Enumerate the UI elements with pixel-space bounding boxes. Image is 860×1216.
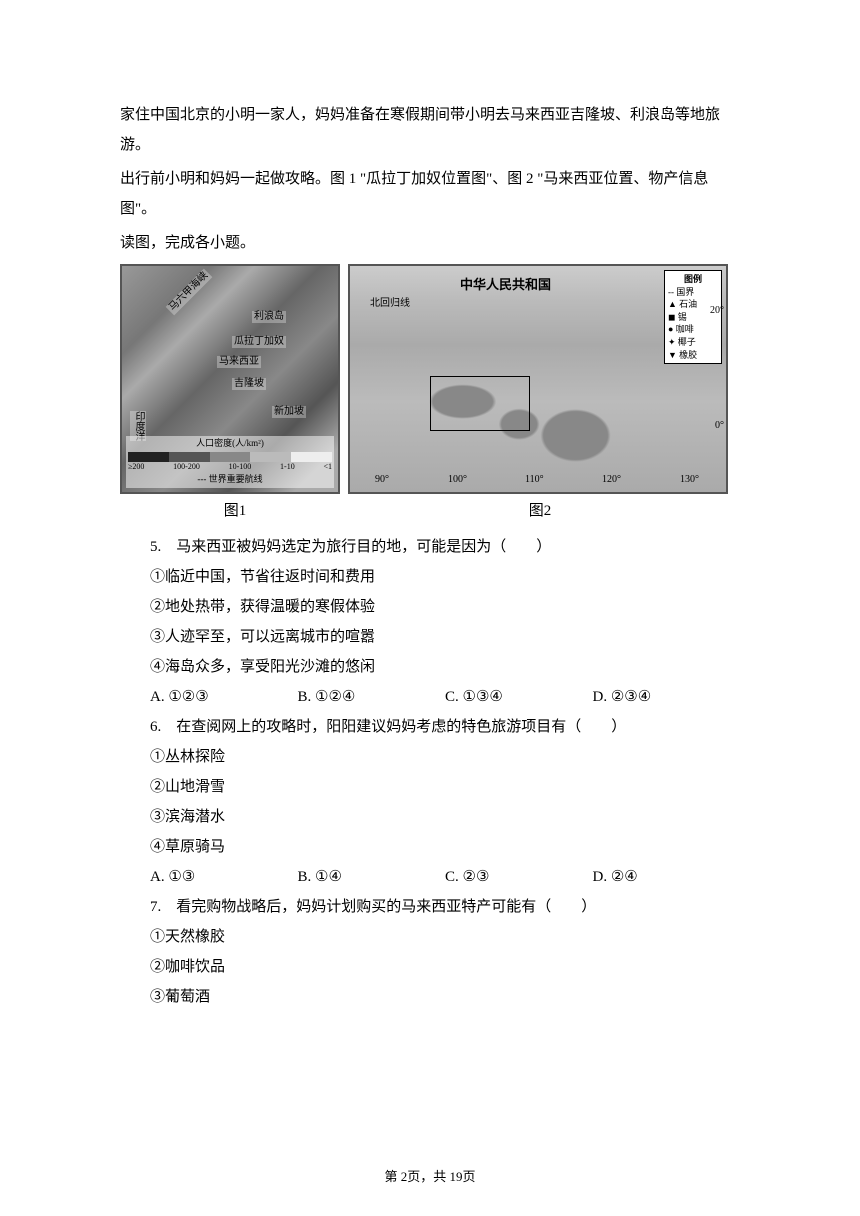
fig2-li-3: ● 咖啡	[668, 323, 718, 336]
fig1-malaysia: 马来西亚	[217, 356, 261, 368]
q5-stem: 5. 马来西亚被妈妈选定为旅行目的地，可能是因为（ ）	[150, 532, 740, 562]
fig1-density-ranges: ≥200 100-200 10-100 1-10 <1	[128, 462, 332, 472]
fig2-lat-0: 0°	[715, 416, 724, 436]
figure-captions: 图1 图2	[120, 496, 740, 526]
q5-opt-a[interactable]: A. ①②③	[150, 682, 298, 712]
figure-2-map: 中华人民共和国 北回归线 图例 -- 国界 ▲ 石油 ◼ 锡 ● 咖啡 ✦ 椰子…	[348, 264, 728, 494]
page-footer: 第 2页，共 19页	[0, 1164, 860, 1190]
fig2-lat-20: 20°	[710, 301, 724, 321]
fig1-density-bar	[128, 452, 332, 462]
q5-opt-c[interactable]: C. ①③④	[445, 682, 593, 712]
fig1-xinjiapo: 新加坡	[272, 406, 306, 418]
fig2-lon-130: 130°	[680, 470, 699, 490]
q6-opt-b[interactable]: B. ①④	[298, 862, 446, 892]
q6-opt-c[interactable]: C. ②③	[445, 862, 593, 892]
q5-opt-b[interactable]: B. ①②④	[298, 682, 446, 712]
fig2-lon-120: 120°	[602, 470, 621, 490]
fig2-legend-title: 图例	[668, 273, 718, 286]
q5-options: A. ①②③ B. ①②④ C. ①③④ D. ②③④	[150, 682, 740, 712]
fig2-lon-110: 110°	[525, 470, 544, 490]
fig2-li-0: -- 国界	[668, 286, 718, 299]
q7-stem: 7. 看完购物战略后，妈妈计划购买的马来西亚特产可能有（ ）	[150, 892, 740, 922]
q6-options: A. ①③ B. ①④ C. ②③ D. ②④	[150, 862, 740, 892]
q5-item-4: ④海岛众多，享受阳光沙滩的悠闲	[150, 652, 740, 682]
fig1-legend-title: 人口密度(人/km²)	[128, 438, 332, 450]
fig1-legend: 人口密度(人/km²) ≥200 100-200 10-100 1-10 <1 …	[126, 436, 334, 488]
figure-row: 利浪岛 瓜拉丁加奴 马来西亚 吉隆坡 新加坡 印度洋 马六甲海峡 人口密度(人/…	[120, 264, 740, 494]
figure-1-map: 利浪岛 瓜拉丁加奴 马来西亚 吉隆坡 新加坡 印度洋 马六甲海峡 人口密度(人/…	[120, 264, 340, 494]
q5-opt-d[interactable]: D. ②③④	[593, 682, 741, 712]
fig2-tropic: 北回归线	[370, 298, 410, 309]
fig1-caption: 图1	[120, 496, 350, 526]
fig1-jilongpo: 吉隆坡	[232, 378, 266, 390]
fig2-caption: 图2	[350, 496, 730, 526]
fig2-lon-90: 90°	[375, 470, 389, 490]
intro-line-3: 读图，完成各小题。	[120, 228, 740, 258]
fig2-lon-100: 100°	[448, 470, 467, 490]
q6-opt-a[interactable]: A. ①③	[150, 862, 298, 892]
q6-item-2: ②山地滑雪	[150, 772, 740, 802]
fig1-maliujia: 马六甲海峡	[166, 269, 213, 316]
fig1-route-label: --- 世界重要航线	[128, 474, 332, 486]
fig2-li-5: ▼ 橡胶	[668, 349, 718, 362]
fig2-china: 中华人民共和国	[460, 278, 551, 292]
q6-item-3: ③滨海潜水	[150, 802, 740, 832]
q6-item-4: ④草原骑马	[150, 832, 740, 862]
q6-stem: 6. 在查阅网上的攻略时，阳阳建议妈妈考虑的特色旅游项目有（ ）	[150, 712, 740, 742]
q6-item-1: ①丛林探险	[150, 742, 740, 772]
fig2-inset-frame	[430, 376, 530, 431]
q5-item-3: ③人迹罕至，可以远离城市的喧嚣	[150, 622, 740, 652]
fig1-guala: 瓜拉丁加奴	[232, 336, 286, 348]
q7-item-3: ③葡萄酒	[150, 982, 740, 1012]
q7-item-2: ②咖啡饮品	[150, 952, 740, 982]
q5-item-2: ②地处热带，获得温暖的寒假体验	[150, 592, 740, 622]
fig1-lilang: 利浪岛	[252, 311, 286, 323]
intro-line-2: 出行前小明和妈妈一起做攻略。图 1 "瓜拉丁加奴位置图"、图 2 "马来西亚位置…	[120, 164, 740, 224]
q6-opt-d[interactable]: D. ②④	[593, 862, 741, 892]
intro-line-1: 家住中国北京的小明一家人，妈妈准备在寒假期间带小明去马来西亚吉隆坡、利浪岛等地旅…	[120, 100, 740, 160]
q7-item-1: ①天然橡胶	[150, 922, 740, 952]
q5-item-1: ①临近中国，节省往返时间和费用	[150, 562, 740, 592]
fig2-li-4: ✦ 椰子	[668, 336, 718, 349]
